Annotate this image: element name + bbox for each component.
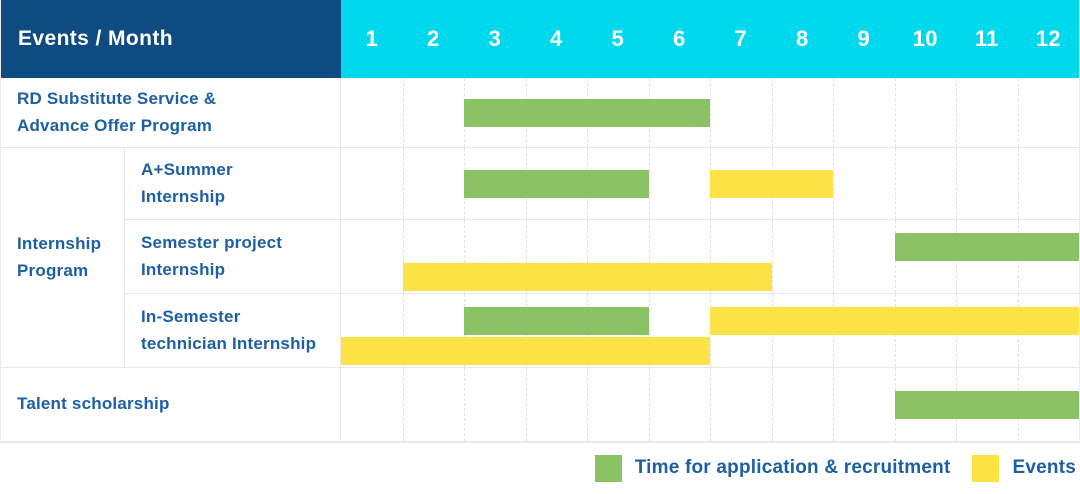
month-gridline [402,368,465,441]
month-header-12: 12 [1035,26,1061,51]
gantt-bar-event [341,337,710,365]
month-header-4: 4 [549,26,563,51]
row-label: A+Summer Internship [125,148,341,220]
legend-label-events: Events [1012,457,1076,478]
month-gridline [402,78,465,147]
row-label: Semester project Internship [125,220,341,294]
month-gridline [341,148,403,219]
gantt-bar-recruitment [464,98,710,127]
gantt-bar-recruitment [464,307,649,335]
row-label: In-Semester technician Internship [125,294,341,368]
month-gridline [464,368,526,441]
chart-row [341,220,1079,294]
header-label: Events / Month [18,27,173,50]
month-gridline [833,148,895,219]
month-gridline [587,368,649,441]
gantt-bar-recruitment [464,169,649,198]
gantt-bar-event [710,307,1079,335]
gantt-bar-recruitment [894,390,1079,419]
month-gridline [1017,78,1080,147]
month-gridline [402,148,465,219]
month-gridline [648,368,711,441]
month-gridline [648,294,711,367]
month-gridlines [341,78,1079,147]
legend-label-recruitment: Time for application & recruitment [634,457,951,478]
month-gridline [341,220,403,293]
month-gridline [894,148,957,219]
legend: Time for application & recruitment Event… [0,442,1080,494]
month-header-8: 8 [795,26,809,51]
month-header-7: 7 [734,26,748,51]
month-gridline [956,78,1018,147]
recruitment-swatch-icon [594,454,622,482]
month-gridline [341,368,403,441]
month-gridline [771,78,834,147]
chart-row [341,78,1079,148]
month-gridline [833,220,895,293]
month-gridline [464,220,526,293]
month-gridline [710,220,772,293]
month-gridline [771,220,834,293]
month-gridline [525,220,588,293]
header-events-month-cell: Events / Month [1,0,341,78]
month-header-5: 5 [611,26,625,51]
month-gridline [833,78,895,147]
row-label: Talent scholarship [1,368,341,442]
month-gridline [710,368,772,441]
month-gridline [341,78,403,147]
month-header-3: 3 [488,26,502,51]
month-header-2: 2 [426,26,440,51]
row-label: RD Substitute Service & Advance Offer Pr… [1,78,341,148]
month-gridline [710,78,772,147]
month-header-6: 6 [672,26,686,51]
month-gridline [648,220,711,293]
month-gridline [833,368,895,441]
month-gridline [587,220,649,293]
month-gridline [1017,148,1080,219]
month-header-row: 1 2 3 4 5 6 7 8 9 10 11 12 [341,0,1079,78]
month-header-1: 1 [365,26,379,51]
gantt-bar-recruitment [894,233,1079,261]
chart-row [341,294,1079,368]
month-header-10: 10 [912,26,938,51]
month-gridline [402,220,465,293]
month-gridline [648,148,711,219]
group-label: Internship Program [1,148,125,368]
gantt-chart: Events / Month 1 2 3 4 5 6 7 8 9 10 11 12 Internshi… [0,0,1080,443]
month-gridline [402,294,465,367]
month-gridline [771,368,834,441]
month-gridline [956,148,1018,219]
month-gridline [894,78,957,147]
month-gridline [525,368,588,441]
gantt-bar-event [402,263,772,291]
legend-item-events: Events [972,454,1076,482]
events-swatch-icon [972,454,1000,482]
month-header-11: 11 [974,26,999,51]
chart-row [341,368,1079,442]
chart-row [341,148,1079,220]
month-header-9: 9 [857,26,871,51]
legend-item-recruitment: Time for application & recruitment [594,454,951,482]
gantt-bar-event [710,169,833,198]
